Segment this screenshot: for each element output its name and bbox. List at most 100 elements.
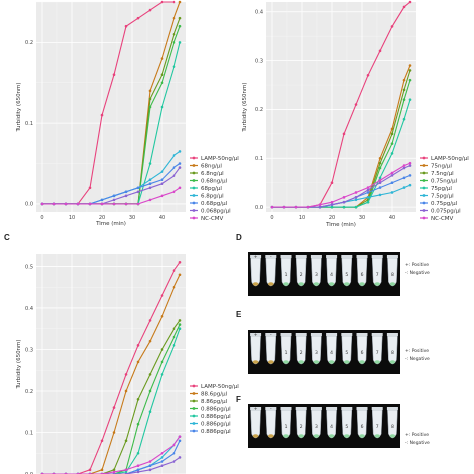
x-tick-label: 10 (69, 215, 75, 221)
data-point (282, 205, 286, 209)
tube-cap (386, 333, 398, 336)
panel-letter-d: D (236, 233, 242, 242)
data-point (136, 186, 140, 190)
data-point (148, 339, 152, 343)
tube-cap (326, 407, 338, 410)
tube-liquid (268, 360, 274, 364)
data-point (408, 98, 412, 101)
y-tick-label: 0.1 (255, 156, 263, 162)
data-point (160, 81, 164, 85)
panel-letter-f: F (236, 395, 241, 404)
legend-label: 6.8pg/µl (201, 194, 224, 200)
legend-label: 0.75ng/µl (431, 179, 458, 185)
data-point (408, 69, 412, 72)
data-point (160, 348, 164, 351)
tube-number: 8 (391, 350, 394, 356)
data-point (100, 439, 104, 443)
tube (341, 335, 353, 365)
data-point (172, 285, 176, 289)
data-point (172, 344, 176, 347)
legend-marker (192, 429, 196, 433)
x-tick-label: 40 (159, 215, 165, 221)
data-point (342, 205, 346, 209)
data-point (330, 203, 334, 206)
legend-label: 68ng/µl (201, 164, 222, 170)
data-point (172, 154, 176, 157)
data-point (148, 162, 152, 165)
tube-liquid (389, 360, 396, 364)
legend-marker (192, 384, 196, 388)
x-tick-label: 40 (389, 215, 395, 221)
data-point (76, 202, 80, 206)
tube-cap (371, 255, 383, 258)
legend-label: 0.75pg/µl (431, 201, 458, 207)
legend-marker (192, 164, 196, 167)
data-point (378, 156, 382, 160)
data-point (408, 0, 412, 4)
data-point (172, 41, 176, 44)
data-point (100, 468, 104, 472)
tube-number: 1 (285, 424, 288, 430)
photo-legend-item: +: Positive (405, 348, 429, 354)
data-point (366, 188, 370, 192)
legend-label: 0.068pg/µl (201, 209, 231, 215)
data-point (88, 202, 92, 206)
tube-number: 7 (376, 350, 379, 356)
y-tick-label: 0.1 (25, 430, 33, 436)
tube (295, 257, 307, 287)
data-point (112, 470, 116, 474)
y-tick-label: 0.2 (25, 389, 33, 395)
data-point (160, 314, 164, 318)
legend-label: LAMP-50ng/µl (201, 156, 239, 162)
x-tick-label: 30 (129, 215, 135, 221)
tube-liquid (283, 282, 289, 286)
tube (250, 409, 261, 439)
legend-label: 0.886pg/µl (201, 429, 231, 435)
data-point (100, 198, 104, 202)
panel-letter-e: E (236, 310, 242, 319)
tube (280, 409, 292, 439)
tube-liquid (298, 360, 305, 364)
data-point (124, 190, 128, 194)
data-point (390, 25, 394, 28)
tube-liquid (344, 282, 350, 286)
y-tick-label: 0.4 (25, 306, 33, 312)
tube (356, 335, 368, 365)
y-axis-title: Turbidity (650nm) (16, 339, 22, 389)
legend-label: 0.68pg/µl (201, 201, 228, 207)
tube (311, 257, 322, 287)
data-point (178, 435, 182, 438)
data-point (148, 89, 152, 93)
data-point (330, 200, 334, 204)
data-point (136, 190, 140, 194)
x-axis-title: Time (min) (325, 222, 356, 228)
tube (265, 409, 277, 439)
tube-number: 8 (391, 272, 394, 278)
data-point (378, 181, 382, 184)
negative-marker: - (270, 255, 272, 260)
x-axis-title: Time (min) (95, 221, 126, 227)
data-point (160, 0, 164, 4)
tube-cap (371, 407, 383, 410)
data-point (402, 5, 406, 9)
data-point (172, 33, 176, 36)
tube (250, 257, 261, 287)
tube (326, 257, 337, 287)
data-point (136, 451, 140, 455)
data-point (390, 181, 394, 184)
data-point (408, 64, 412, 67)
tube (341, 409, 353, 439)
y-tick-label: 0.3 (25, 347, 33, 353)
data-point (378, 178, 382, 182)
tube-number: 6 (361, 350, 364, 356)
legend-label: 0.886pg/µl (201, 414, 231, 420)
negative-marker: - (270, 333, 272, 338)
x-tick-label: 30 (359, 215, 365, 221)
tube-cap (356, 407, 368, 410)
data-point (148, 319, 152, 322)
tube-liquid (328, 434, 335, 438)
data-point (178, 150, 182, 153)
data-point (390, 191, 394, 194)
tube-cap (310, 255, 322, 258)
data-point (160, 464, 164, 467)
